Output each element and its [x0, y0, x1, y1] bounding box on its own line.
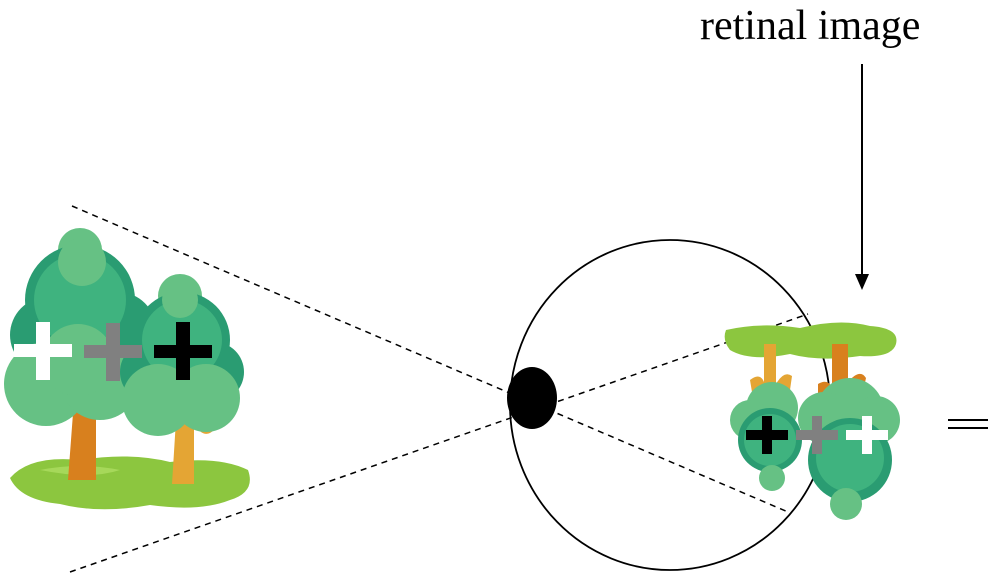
ground-patch: [10, 456, 250, 510]
object-trees: [4, 228, 250, 510]
inverted-ground: [724, 322, 897, 359]
retinal-image-label: retinal image: [700, 3, 921, 49]
inverted-gray-cross: [796, 416, 838, 454]
lower-ray: [69, 313, 809, 573]
inverted-white-cross: [846, 416, 888, 454]
left-tree-trunk: [44, 390, 120, 480]
projection-rays: [69, 205, 809, 573]
inverted-black-cross: [746, 416, 788, 454]
white-cross: [14, 322, 72, 380]
pupil-icon: [507, 367, 557, 429]
right-tree-trunk: [150, 412, 214, 484]
upper-ray: [71, 205, 789, 513]
gray-cross: [84, 323, 142, 381]
down-arrow-icon: [855, 64, 869, 290]
equals-sign-icon: [948, 419, 988, 429]
black-cross: [154, 322, 212, 380]
inverted-trees-icon: [724, 322, 900, 520]
